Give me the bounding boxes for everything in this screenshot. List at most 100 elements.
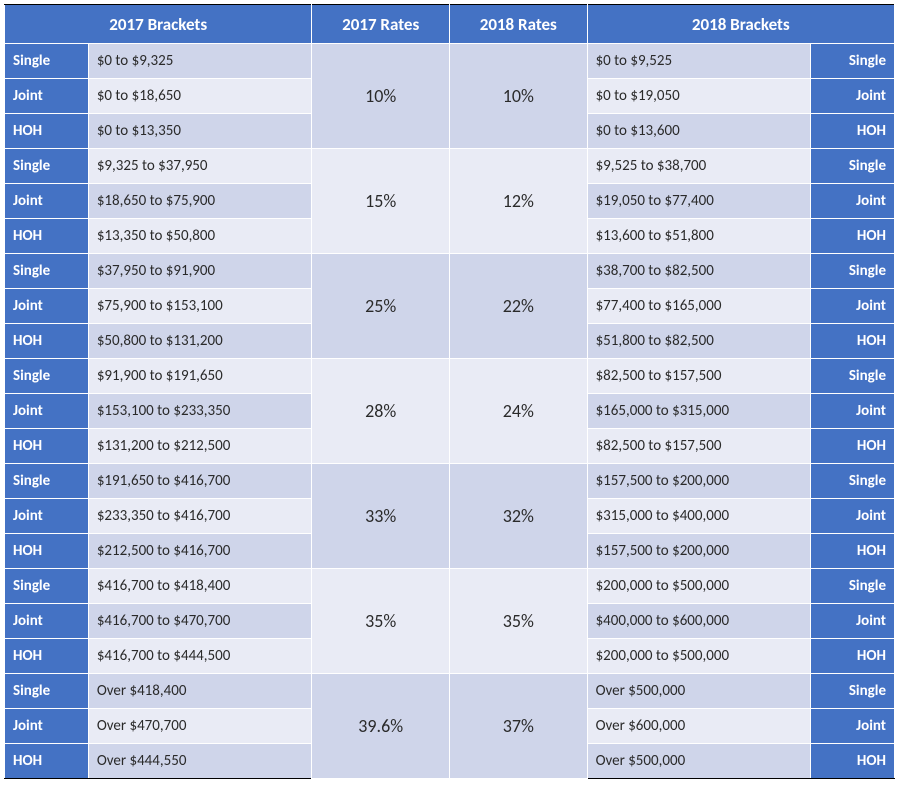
filing-status-left: HOH bbox=[5, 324, 89, 359]
filing-status-left: HOH bbox=[5, 219, 89, 254]
bracket-2018: $157,500 to $200,000 bbox=[587, 534, 811, 569]
bracket-2018: $0 to $19,050 bbox=[587, 79, 811, 114]
table-row: Single$416,700 to $418,40035%35%$200,000… bbox=[5, 569, 895, 604]
filing-status-left: Single bbox=[5, 674, 89, 709]
filing-status-right: Single bbox=[811, 149, 895, 184]
filing-status-left: Joint bbox=[5, 709, 89, 744]
bracket-2018: $38,700 to $82,500 bbox=[587, 254, 811, 289]
table-row: Single$9,325 to $37,95015%12%$9,525 to $… bbox=[5, 149, 895, 184]
bracket-2018: $13,600 to $51,800 bbox=[587, 219, 811, 254]
bracket-2017: $153,100 to $233,350 bbox=[88, 394, 312, 429]
rate-2018: 10% bbox=[449, 44, 587, 149]
bracket-2018: $0 to $9,525 bbox=[587, 44, 811, 79]
table-body: Single$0 to $9,32510%10%$0 to $9,525Sing… bbox=[5, 44, 895, 779]
rate-2018: 24% bbox=[449, 359, 587, 464]
bracket-2018: $400,000 to $600,000 bbox=[587, 604, 811, 639]
bracket-2018: Over $500,000 bbox=[587, 674, 811, 709]
table-row: SingleOver $418,40039.6%37%Over $500,000… bbox=[5, 674, 895, 709]
filing-status-right: Single bbox=[811, 254, 895, 289]
table-row: Single$191,650 to $416,70033%32%$157,500… bbox=[5, 464, 895, 499]
rate-2017: 39.6% bbox=[312, 674, 450, 779]
header-2017-rates: 2017 Rates bbox=[312, 5, 450, 44]
filing-status-left: Joint bbox=[5, 289, 89, 324]
bracket-2017: $9,325 to $37,950 bbox=[88, 149, 312, 184]
filing-status-right: Joint bbox=[811, 289, 895, 324]
bracket-2017: $0 to $18,650 bbox=[88, 79, 312, 114]
bracket-2017: $91,900 to $191,650 bbox=[88, 359, 312, 394]
rate-2017: 28% bbox=[312, 359, 450, 464]
bracket-2018: $51,800 to $82,500 bbox=[587, 324, 811, 359]
filing-status-left: Joint bbox=[5, 79, 89, 114]
filing-status-left: Joint bbox=[5, 499, 89, 534]
filing-status-left: Single bbox=[5, 149, 89, 184]
bracket-2017: $75,900 to $153,100 bbox=[88, 289, 312, 324]
bracket-2017: Over $470,700 bbox=[88, 709, 312, 744]
filing-status-right: Joint bbox=[811, 184, 895, 219]
bracket-2017: $191,650 to $416,700 bbox=[88, 464, 312, 499]
bracket-2017: $50,800 to $131,200 bbox=[88, 324, 312, 359]
rate-2017: 33% bbox=[312, 464, 450, 569]
filing-status-right: Single bbox=[811, 569, 895, 604]
filing-status-right: Single bbox=[811, 464, 895, 499]
filing-status-left: Joint bbox=[5, 184, 89, 219]
filing-status-left: HOH bbox=[5, 534, 89, 569]
filing-status-right: Single bbox=[811, 44, 895, 79]
bracket-2018: $82,500 to $157,500 bbox=[587, 359, 811, 394]
rate-2017: 10% bbox=[312, 44, 450, 149]
bracket-2017: $416,700 to $418,400 bbox=[88, 569, 312, 604]
filing-status-left: Single bbox=[5, 359, 89, 394]
rate-2018: 37% bbox=[449, 674, 587, 779]
filing-status-right: Joint bbox=[811, 79, 895, 114]
bracket-2018: $200,000 to $500,000 bbox=[587, 639, 811, 674]
filing-status-left: Single bbox=[5, 464, 89, 499]
filing-status-left: HOH bbox=[5, 114, 89, 149]
bracket-2017: $416,700 to $444,500 bbox=[88, 639, 312, 674]
bracket-2017: $18,650 to $75,900 bbox=[88, 184, 312, 219]
bracket-2018: $82,500 to $157,500 bbox=[587, 429, 811, 464]
bracket-2017: $0 to $13,350 bbox=[88, 114, 312, 149]
rate-2018: 12% bbox=[449, 149, 587, 254]
filing-status-right: Single bbox=[811, 674, 895, 709]
bracket-2017: Over $444,550 bbox=[88, 744, 312, 779]
bracket-2018: Over $600,000 bbox=[587, 709, 811, 744]
filing-status-left: Single bbox=[5, 569, 89, 604]
bracket-2017: Over $418,400 bbox=[88, 674, 312, 709]
filing-status-right: Joint bbox=[811, 499, 895, 534]
filing-status-left: Single bbox=[5, 254, 89, 289]
bracket-2018: $165,000 to $315,000 bbox=[587, 394, 811, 429]
filing-status-left: Joint bbox=[5, 394, 89, 429]
bracket-2018: $200,000 to $500,000 bbox=[587, 569, 811, 604]
filing-status-right: HOH bbox=[811, 219, 895, 254]
bracket-2018: $19,050 to $77,400 bbox=[587, 184, 811, 219]
filing-status-right: Single bbox=[811, 359, 895, 394]
rate-2017: 15% bbox=[312, 149, 450, 254]
filing-status-right: HOH bbox=[811, 429, 895, 464]
bracket-2017: $212,500 to $416,700 bbox=[88, 534, 312, 569]
rate-2017: 35% bbox=[312, 569, 450, 674]
filing-status-right: Joint bbox=[811, 394, 895, 429]
filing-status-right: Joint bbox=[811, 604, 895, 639]
bracket-2017: $131,200 to $212,500 bbox=[88, 429, 312, 464]
bracket-2018: Over $500,000 bbox=[587, 744, 811, 779]
header-2018-rates: 2018 Rates bbox=[449, 5, 587, 44]
filing-status-left: Joint bbox=[5, 604, 89, 639]
table-row: Single$37,950 to $91,90025%22%$38,700 to… bbox=[5, 254, 895, 289]
table-row: Single$0 to $9,32510%10%$0 to $9,525Sing… bbox=[5, 44, 895, 79]
filing-status-right: HOH bbox=[811, 534, 895, 569]
bracket-2017: $233,350 to $416,700 bbox=[88, 499, 312, 534]
filing-status-right: HOH bbox=[811, 639, 895, 674]
bracket-2018: $157,500 to $200,000 bbox=[587, 464, 811, 499]
filing-status-right: Joint bbox=[811, 709, 895, 744]
filing-status-right: HOH bbox=[811, 324, 895, 359]
bracket-2018: $9,525 to $38,700 bbox=[587, 149, 811, 184]
rate-2017: 25% bbox=[312, 254, 450, 359]
filing-status-left: Single bbox=[5, 44, 89, 79]
filing-status-left: HOH bbox=[5, 744, 89, 779]
filing-status-right: HOH bbox=[811, 114, 895, 149]
bracket-2017: $0 to $9,325 bbox=[88, 44, 312, 79]
bracket-2018: $0 to $13,600 bbox=[587, 114, 811, 149]
table-header-row: 2017 Brackets 2017 Rates 2018 Rates 2018… bbox=[5, 5, 895, 44]
header-2017-brackets: 2017 Brackets bbox=[5, 5, 312, 44]
bracket-2017: $13,350 to $50,800 bbox=[88, 219, 312, 254]
bracket-2018: $315,000 to $400,000 bbox=[587, 499, 811, 534]
